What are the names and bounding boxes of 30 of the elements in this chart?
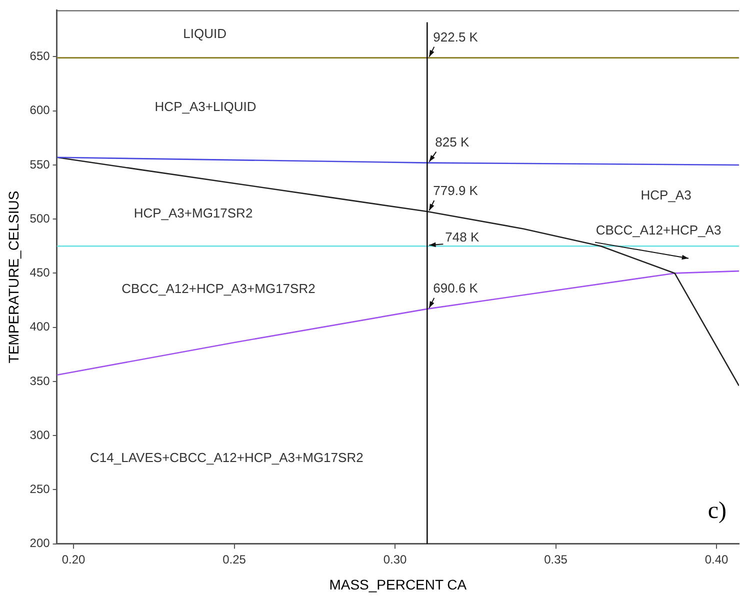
- annotation: CBCC_A12+HCP_A3: [596, 222, 722, 238]
- x-tick-label: 0.20: [62, 552, 86, 566]
- annotation: 690.6 K: [433, 280, 478, 296]
- y-tick-label: 650: [30, 49, 50, 64]
- annotation: C14_LAVES+CBCC_A12+HCP_A3+MG17SR2: [90, 450, 364, 465]
- x-tick-label: 0.30: [383, 552, 408, 566]
- y-tick-label: 300: [30, 428, 50, 442]
- x-tick-label: 0.25: [222, 552, 246, 566]
- x-tick-label: 0.35: [544, 552, 568, 566]
- annotation: 748 K: [445, 230, 480, 245]
- annotation: HCP_A3: [640, 187, 692, 202]
- annotation: 779.9 K: [433, 183, 478, 198]
- annotation: c): [708, 498, 726, 524]
- x-axis-title: MASS_PERCENT CA: [329, 576, 468, 592]
- annotation: CBCC_A12+HCP_A3+MG17SR2: [122, 280, 316, 296]
- annotation: HCP_A3+LIQUID: [154, 98, 256, 114]
- annotation: 825 K: [435, 134, 470, 150]
- annotation: HCP_A3+MG17SR2: [134, 206, 253, 221]
- y-tick-label: 200: [30, 536, 50, 550]
- annotation: LIQUID: [183, 26, 227, 41]
- y-axis-title: TEMPERATURE_CELSIUS: [5, 190, 22, 364]
- y-tick-label: 600: [30, 103, 50, 118]
- y-tick-label: 250: [30, 482, 50, 496]
- y-tick-label: 550: [30, 157, 50, 172]
- annotation: 922.5 K: [433, 29, 478, 44]
- y-tick-label: 400: [30, 320, 50, 334]
- y-tick-label: 450: [30, 266, 50, 280]
- x-tick-label: 0.40: [704, 552, 728, 566]
- y-tick-label: 500: [30, 211, 50, 226]
- y-tick-label: 350: [30, 374, 50, 388]
